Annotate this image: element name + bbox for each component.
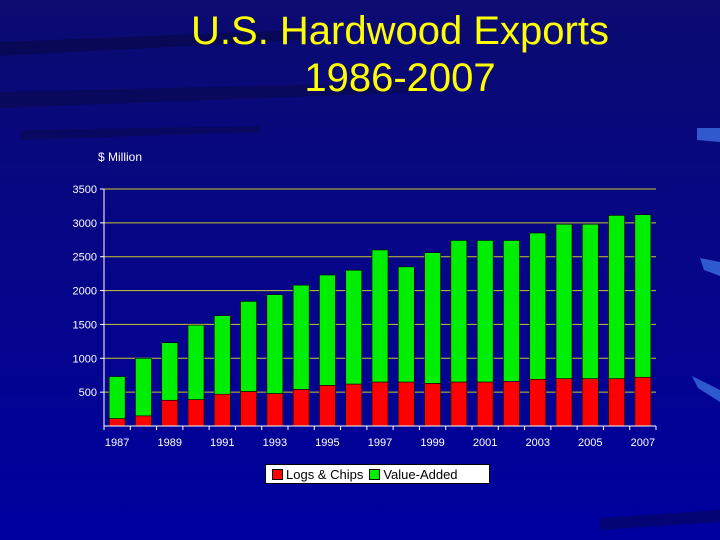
bar-value-added: [503, 240, 520, 382]
x-tick-label: 1999: [420, 437, 444, 449]
x-tick-label: 1997: [368, 437, 392, 449]
bar-value-added: [529, 232, 547, 380]
bar-logs-chips: [424, 383, 441, 427]
x-tick-label: 1987: [105, 437, 129, 449]
y-tick-label: 3000: [73, 218, 97, 230]
legend-item-logs-chips: Logs & Chips: [272, 467, 363, 482]
bar-logs-chips: [581, 378, 599, 427]
x-tick-label: 2001: [473, 437, 497, 449]
bar-logs-chips: [213, 393, 231, 427]
x-tick-label: 1995: [315, 437, 339, 449]
bar-value-added: [345, 269, 363, 385]
y-tick-label: 2500: [73, 252, 97, 264]
x-tick-label: 1991: [210, 437, 234, 449]
bar-logs-chips: [240, 391, 257, 427]
bar-logs-chips: [608, 378, 625, 427]
bar-value-added: [555, 223, 573, 379]
bar-logs-chips: [476, 381, 494, 427]
y-tick-label: 3500: [73, 184, 97, 196]
bar-logs-chips: [529, 378, 547, 427]
bar-logs-chips: [266, 393, 284, 427]
bar-value-added: [397, 266, 415, 383]
bar-logs-chips: [371, 381, 389, 427]
bar-value-added: [424, 252, 441, 384]
bar-value-added: [450, 240, 468, 383]
bar-logs-chips: [503, 381, 520, 427]
bar-logs-chips: [135, 415, 152, 427]
bar-value-added: [240, 301, 257, 392]
bar-value-added: [371, 249, 389, 383]
bar-logs-chips: [319, 385, 336, 427]
y-tick-label: 2000: [73, 286, 97, 298]
bar-logs-chips: [397, 381, 415, 427]
bar-logs-chips: [345, 383, 363, 427]
page-title: U.S. Hardwood Exports: [191, 9, 609, 53]
bar-value-added: [161, 342, 179, 401]
bar-value-added: [319, 274, 336, 386]
legend-label-logs-chips: Logs & Chips: [286, 466, 364, 482]
y-axis-unit-label: $ Million: [98, 150, 143, 164]
bar-value-added: [581, 223, 599, 379]
bar-logs-chips: [555, 378, 573, 427]
bar-value-added: [187, 324, 205, 400]
bar-logs-chips: [292, 389, 310, 427]
y-tick-label: 1500: [73, 319, 97, 331]
bar-value-added: [608, 215, 625, 379]
bar-logs-chips: [187, 399, 205, 427]
legend-swatch-logs-chips: [272, 468, 283, 480]
bars: [108, 214, 652, 427]
x-tick-label: 1989: [157, 437, 181, 449]
bar-logs-chips: [634, 376, 652, 427]
legend-swatch-value-added: [369, 468, 381, 480]
x-tick-label: 2003: [525, 437, 549, 449]
x-tick-label: 1993: [263, 437, 287, 449]
bar-value-added: [108, 376, 126, 419]
bar-value-added: [292, 284, 310, 390]
y-tick-label: 500: [79, 387, 97, 399]
legend-label-value-added: Value-Added: [383, 466, 458, 482]
bar-logs-chips: [450, 381, 468, 427]
axes: 500 1000 1500 2000 2500 3000 3500 1987 1989 1991 1…: [73, 184, 657, 449]
page-subtitle: 1986-2007: [304, 56, 496, 100]
legend: Logs & Chips Value-Added: [265, 464, 490, 484]
y-tick-label: 1000: [73, 353, 97, 365]
bar-value-added: [213, 315, 231, 395]
legend-item-value-added: Value-Added: [369, 466, 458, 482]
x-tick-label: 2005: [578, 437, 602, 449]
bar-value-added: [135, 357, 152, 417]
bar-logs-chips: [161, 399, 179, 427]
bar-value-added: [266, 294, 284, 394]
bar-value-added: [634, 214, 652, 378]
bar-value-added: [476, 240, 494, 383]
x-tick-label: 2007: [631, 437, 655, 449]
bar-logs-chips: [108, 418, 126, 427]
